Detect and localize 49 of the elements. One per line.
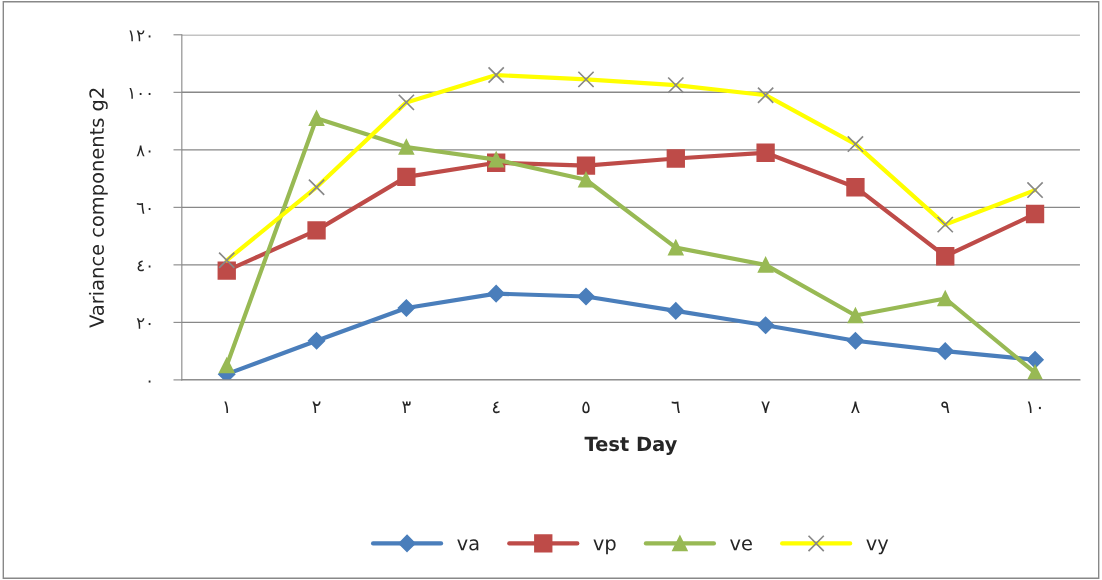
point [1026,351,1044,369]
point [846,332,865,350]
y-tick-label: ١٠٠ [129,88,151,99]
point [846,178,865,197]
point [756,143,775,162]
point [218,357,235,374]
x-axis-title: Test Day [584,436,677,456]
legend-label: vy [866,539,889,555]
x-tick-label: ٥ [582,401,590,414]
x-tick-label: ٧ [761,401,770,414]
point [756,316,775,334]
x-tick-label: ١ [224,401,229,414]
point [397,299,416,317]
legend-label: va [457,539,479,551]
x-tick-label: ٩ [941,401,950,414]
x-tick-label: ٦ [671,401,680,414]
x-tick-label: ٢ [312,401,321,414]
point [307,221,326,240]
x-tick-label: ٨ [851,401,860,414]
y-tick-label: ٠ [148,380,151,383]
point [936,247,955,266]
point [308,110,325,126]
y-tick-label: ١٢٠ [129,30,151,42]
legend-label: vp [593,539,616,555]
point [666,149,685,168]
point [307,332,326,350]
point [667,302,685,320]
x-tick-label: ١٠ [1027,401,1041,414]
point [757,257,774,273]
point [578,171,594,188]
point [398,139,415,155]
point [937,290,954,307]
y-tick-label: ٦٠ [136,203,151,214]
point [1025,204,1045,224]
point [488,151,504,168]
point [668,239,684,256]
y-tick-label: ٤٠ [137,260,151,272]
x-tick-label: ٤ [492,401,500,414]
point [487,284,505,303]
y-tick-label: ٨٠ [136,145,151,157]
point [576,156,596,175]
y-tick-label: ٢٠ [136,318,151,329]
point [847,307,864,324]
point [936,342,954,360]
x-tick-label: ٣ [402,401,411,414]
y-axis-title: Variance components g2 [88,88,108,328]
point [577,287,595,306]
point [397,167,416,187]
legend-label: ve [730,539,752,551]
